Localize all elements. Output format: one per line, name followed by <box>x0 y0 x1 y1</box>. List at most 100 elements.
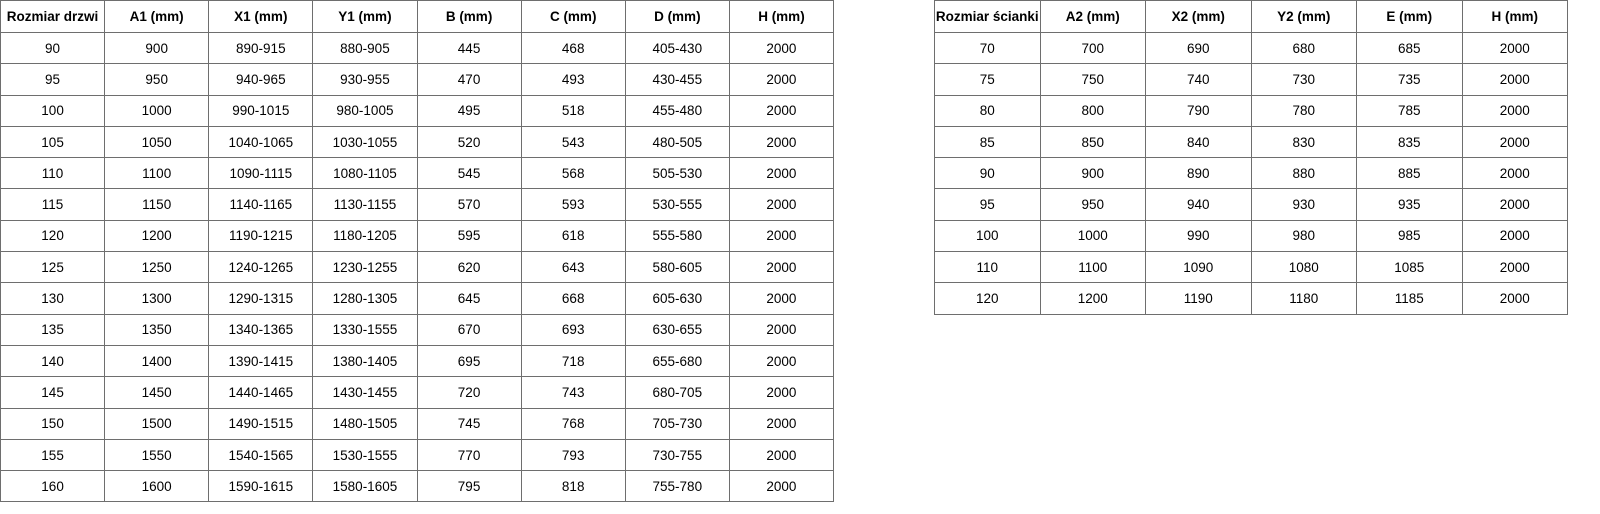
table-cell: 1300 <box>104 282 210 315</box>
table-cell: 1290-1315 <box>208 282 314 315</box>
table-cell: 1090 <box>1145 251 1252 284</box>
table-cell: 2000 <box>1461 157 1568 190</box>
table-cell: 670 <box>416 313 522 346</box>
table-cell: 1185 <box>1356 282 1463 315</box>
table-cell: 85 <box>934 125 1041 159</box>
table-cell: 95 <box>934 188 1041 221</box>
table-cell: 793 <box>520 438 626 472</box>
table-cell: 890-915 <box>208 31 314 65</box>
table-row: 150 1500 1490-1515 1480-1505 745 768 705-730 20… <box>0 407 835 440</box>
table-cell: 705-730 <box>624 407 730 440</box>
table-cell: 2000 <box>728 344 835 378</box>
table-cell: 120 <box>934 282 1041 315</box>
table-row: 90 900 890 880 885 2000 <box>934 157 1568 190</box>
table-cell: 543 <box>520 125 626 159</box>
table-cell: 115 <box>0 188 106 221</box>
table-cell: 950 <box>1039 188 1146 221</box>
table-cell: 1080-1105 <box>312 157 418 190</box>
table-cell: 1000 <box>104 94 210 127</box>
table-cell: 2000 <box>728 470 835 503</box>
table-cell: 1100 <box>104 157 210 190</box>
table-row: 105 1050 1040-1065 1030-1055 520 543 480-505 20… <box>0 125 835 159</box>
table-cell: 2000 <box>1461 219 1568 253</box>
table-cell: 690 <box>1145 31 1252 65</box>
table-cell: 785 <box>1356 94 1463 127</box>
column-header: Rozmiar drzwi <box>0 0 106 33</box>
table-cell: 1040-1065 <box>208 125 314 159</box>
table-row: 95 950 940 930 935 2000 <box>934 188 1568 221</box>
table-cell: 735 <box>1356 63 1463 96</box>
table-cell: 880 <box>1250 157 1357 190</box>
table-cell: 160 <box>0 470 106 503</box>
table-cell: 1200 <box>104 219 210 253</box>
table-cell: 1180 <box>1250 282 1357 315</box>
table-cell: 718 <box>520 344 626 378</box>
table-cell: 618 <box>520 219 626 253</box>
table-row: 130 1300 1290-1315 1280-1305 645 668 605-630 20… <box>0 282 835 315</box>
table-cell: 90 <box>0 31 106 65</box>
table-cell: 770 <box>416 438 522 472</box>
table-cell: 900 <box>1039 157 1146 190</box>
table-cell: 2000 <box>728 157 835 190</box>
table-cell: 745 <box>416 407 522 440</box>
table-row: 70 700 690 680 685 2000 <box>934 31 1568 65</box>
table-row: 95 950 940-965 930-955 470 493 430-455 2000 <box>0 63 835 96</box>
table-cell: 620 <box>416 251 522 284</box>
column-header: E (mm) <box>1356 0 1463 33</box>
column-header: A1 (mm) <box>104 0 210 33</box>
table-row: 110 1100 1090-1115 1080-1105 545 568 505-530 20… <box>0 157 835 190</box>
column-header: Y1 (mm) <box>312 0 418 33</box>
table-cell: 768 <box>520 407 626 440</box>
table-cell: 1480-1505 <box>312 407 418 440</box>
table-cell: 110 <box>0 157 106 190</box>
table-cell: 2000 <box>728 63 835 96</box>
table-cell: 890 <box>1145 157 1252 190</box>
table-cell: 720 <box>416 376 522 409</box>
table-cell: 630-655 <box>624 313 730 346</box>
table-cell: 130 <box>0 282 106 315</box>
table-cell: 1050 <box>104 125 210 159</box>
table-cell: 1080 <box>1250 251 1357 284</box>
table-cell: 2000 <box>1461 251 1568 284</box>
table-cell: 930 <box>1250 188 1357 221</box>
table-cell: 595 <box>416 219 522 253</box>
table-cell: 950 <box>104 63 210 96</box>
table-row: 115 1150 1140-1165 1130-1155 570 593 530-555 20… <box>0 188 835 221</box>
column-header: A2 (mm) <box>1039 0 1146 33</box>
table-cell: 1150 <box>104 188 210 221</box>
table-cell: 693 <box>520 313 626 346</box>
table-cell: 668 <box>520 282 626 315</box>
table-cell: 468 <box>520 31 626 65</box>
table-cell: 900 <box>104 31 210 65</box>
table-cell: 1330-1555 <box>312 313 418 346</box>
table-cell: 730-755 <box>624 438 730 472</box>
table-cell: 155 <box>0 438 106 472</box>
table-cell: 1280-1305 <box>312 282 418 315</box>
table-cell: 1380-1405 <box>312 344 418 378</box>
table-cell: 985 <box>1356 219 1463 253</box>
table-row: 85 850 840 830 835 2000 <box>934 125 1568 159</box>
table-cell: 740 <box>1145 63 1252 96</box>
table-cell: 800 <box>1039 94 1146 127</box>
table-cell: 2000 <box>728 282 835 315</box>
table-row: 120 1200 1190 1180 1185 2000 <box>934 282 1568 315</box>
table-cell: 135 <box>0 313 106 346</box>
table-cell: 755-780 <box>624 470 730 503</box>
table-cell: 1350 <box>104 313 210 346</box>
table-cell: 990 <box>1145 219 1252 253</box>
table-cell: 980 <box>1250 219 1357 253</box>
table-cell: 1600 <box>104 470 210 503</box>
column-header: X2 (mm) <box>1145 0 1252 33</box>
table-cell: 2000 <box>728 251 835 284</box>
table-cell: 1240-1265 <box>208 251 314 284</box>
table-cell: 545 <box>416 157 522 190</box>
table-cell: 1230-1255 <box>312 251 418 284</box>
table-cell: 1430-1455 <box>312 376 418 409</box>
table-cell: 1490-1515 <box>208 407 314 440</box>
table-cell: 830 <box>1250 125 1357 159</box>
table-cell: 80 <box>934 94 1041 127</box>
column-header: B (mm) <box>416 0 522 33</box>
table-cell: 700 <box>1039 31 1146 65</box>
table-cell: 568 <box>520 157 626 190</box>
table-cell: 680-705 <box>624 376 730 409</box>
